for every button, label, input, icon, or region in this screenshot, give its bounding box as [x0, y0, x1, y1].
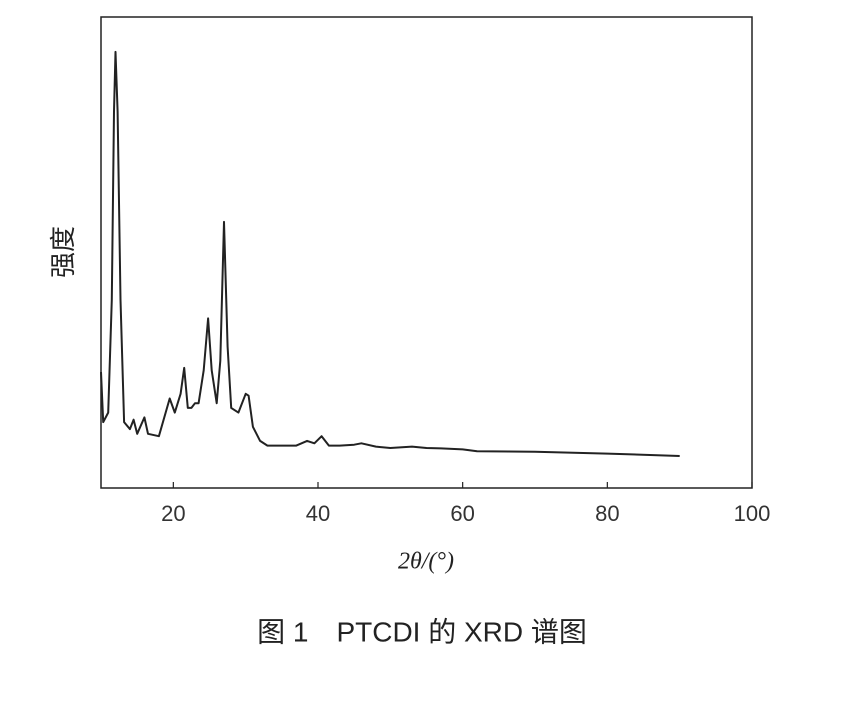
x-tick-label: 100: [734, 501, 771, 526]
x-axis-label: 2θ/(°): [398, 549, 454, 575]
caption: 图 1 PTCDI 的 XRD 谱图: [257, 616, 587, 647]
xrd-line: [100, 50, 680, 457]
x-tick-label: 60: [450, 501, 474, 526]
x-tick-label: 20: [161, 501, 185, 526]
y-axis-label: 强度: [49, 226, 78, 278]
plot-frame: [100, 16, 753, 489]
x-tick-label: 80: [595, 501, 619, 526]
x-tick-label: 40: [306, 501, 330, 526]
